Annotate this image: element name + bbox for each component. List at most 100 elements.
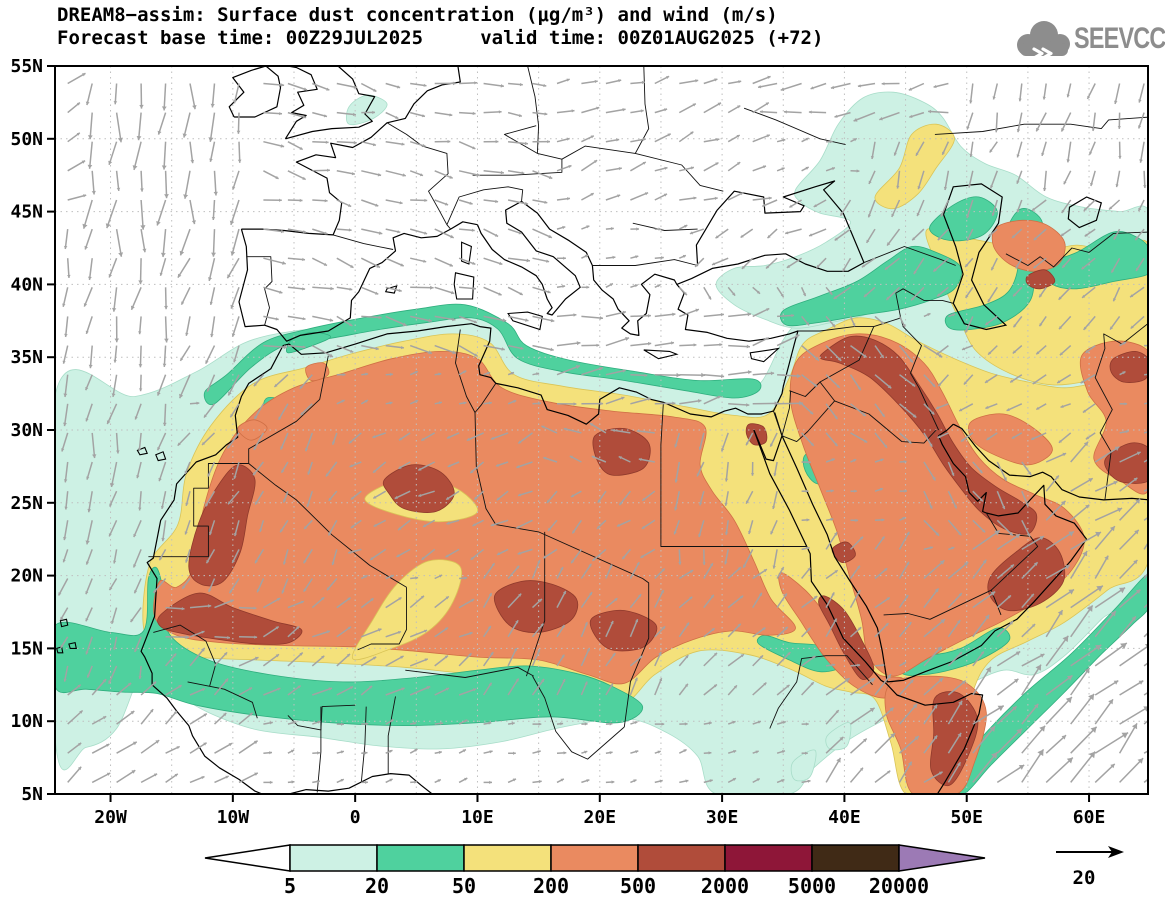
wind-arrow [1094,525,1116,550]
wind-arrow [727,684,738,696]
wind-arrow [394,490,411,500]
wind-arrow [1119,341,1127,347]
wind-arrow [581,285,590,289]
wind-arrow [434,170,453,179]
wind-arrow [179,374,191,399]
wind-arrow [158,549,167,561]
wind-arrow [114,316,119,343]
wind-arrow [991,199,999,217]
wind-arrow [679,308,700,318]
wind-arrow [752,286,761,295]
wind-arrow [85,316,93,335]
wind-arrow [679,196,697,201]
wind-arrow [937,374,949,387]
wind-arrow [214,599,234,609]
wind-arrow [85,520,93,545]
wind-arrow [728,370,752,376]
wind-arrow [434,778,442,784]
wind-arrow [1118,141,1122,159]
wind-arrow [694,257,705,268]
wind-arrow [385,630,402,638]
wind-arrow [1045,530,1075,551]
wind-arrow [361,286,379,295]
wind-arrow [336,685,354,696]
wind-arrow [434,286,455,295]
wind-arrow [850,137,858,143]
wind-arrow [898,531,910,550]
wind-arrow [91,678,107,696]
wind-arrow [605,396,625,405]
wind-arrow [164,287,168,310]
wind-arrow [62,287,69,307]
wind-arrow [189,199,196,225]
wind-arrow [409,595,425,609]
wind-arrow [213,678,229,696]
wind-arrow [138,665,142,680]
wind-arrow [189,775,205,784]
wind-arrow [495,461,509,467]
wind-arrow [483,780,492,784]
wind-arrow [287,625,300,638]
wind-arrow [134,403,142,420]
wind-arrow [312,168,330,172]
wind-arrow [556,137,570,143]
wind-arrow [874,345,885,359]
axis-label-lon: 0 [350,807,361,828]
wind-arrow [1045,564,1071,580]
country-border [474,383,497,413]
wind-arrow [654,75,670,85]
wind-arrow [556,225,566,230]
wind-arrow [434,81,457,86]
wind-arrow [989,141,998,153]
wind-arrow [238,635,258,639]
wind-arrow [496,548,509,556]
wind-arrow [1115,170,1121,188]
island-outline [461,241,473,265]
wind-arrow [654,401,676,406]
wind-arrow [989,170,999,189]
wind-arrow [961,344,974,351]
colorbar-over-arrow [898,844,986,872]
wind-arrow [115,170,121,191]
wind-arrow [360,685,373,696]
wind-arrow [483,750,493,754]
wind-arrow [834,111,851,118]
wind-arrow [1119,477,1138,492]
wind-arrow [181,578,191,590]
wind-arrow [233,345,240,363]
wind-arrow [385,140,405,146]
wind-arrow [605,79,622,85]
wind-arrow [850,403,867,417]
wind-arrow [385,315,407,327]
wind-arrow [1070,504,1090,521]
wind-arrow [986,432,998,441]
wind-arrow [1038,286,1047,298]
wind-arrow [532,170,553,180]
wind-arrow [740,228,754,239]
axis-label-lat: 35N [10,347,43,368]
wind-arrow [1070,667,1091,696]
wind-arrow [630,227,640,231]
wind-arrow [385,344,404,350]
country-border [446,186,524,225]
country-border [316,706,322,793]
wind-arrow [336,626,352,638]
wind-arrow [398,461,411,470]
wind-arrow [263,257,286,265]
wind-arrow [253,432,265,451]
wind-arrow [1058,286,1072,301]
wind-arrow [1094,731,1129,754]
wind-arrow [703,779,713,784]
country-border [357,587,407,651]
wind-arrow [728,312,752,318]
wind-arrow [935,403,949,410]
wind-arrow [385,199,403,205]
wind-arrow [307,461,314,475]
wind-arrow [874,315,885,325]
wind-arrow [727,595,744,609]
wind-arrow [996,533,1021,551]
wind-arrow [703,286,712,300]
wind-arrow [966,199,974,219]
axis-label-lat: 20N [10,566,43,587]
wind-arrow [263,140,285,148]
